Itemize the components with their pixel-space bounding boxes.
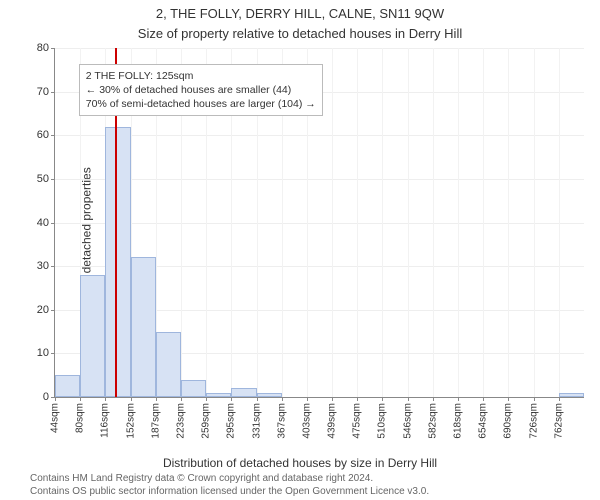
annotation-line: ← 30% of detached houses are smaller (44… [86, 83, 316, 97]
x-tick-label: 762sqm [553, 403, 564, 439]
plot-area: 0102030405060708044sqm80sqm116sqm152sqm1… [54, 48, 584, 398]
x-tick-label: 44sqm [50, 403, 61, 433]
x-tick-label: 690sqm [503, 403, 514, 439]
histogram-bar [231, 388, 256, 397]
y-tick-label: 70 [37, 86, 49, 98]
gridline-v [382, 48, 383, 397]
x-tick-label: 582sqm [427, 403, 438, 439]
gridline-v [508, 48, 509, 397]
annotation-line: 2 THE FOLLY: 125sqm [86, 69, 316, 83]
x-tick-mark [307, 397, 308, 401]
y-tick-label: 10 [37, 347, 49, 359]
histogram-bar [559, 393, 584, 397]
x-tick-mark [80, 397, 81, 401]
x-tick-label: 726sqm [528, 403, 539, 439]
x-tick-label: 654sqm [478, 403, 489, 439]
x-tick-label: 475sqm [352, 403, 363, 439]
x-tick-mark [332, 397, 333, 401]
figure: 2, THE FOLLY, DERRY HILL, CALNE, SN11 9Q… [0, 0, 600, 500]
x-tick-label: 439sqm [327, 403, 338, 439]
x-tick-label: 80sqm [75, 403, 86, 433]
gridline-v [408, 48, 409, 397]
histogram-bar [181, 380, 206, 397]
gridline-h [55, 179, 584, 180]
x-tick-label: 367sqm [276, 403, 287, 439]
y-tick-label: 80 [37, 42, 49, 54]
x-tick-mark [508, 397, 509, 401]
y-tick-mark [51, 310, 55, 311]
histogram-bar [206, 393, 231, 397]
gridline-v [534, 48, 535, 397]
x-tick-label: 259sqm [201, 403, 212, 439]
y-tick-mark [51, 48, 55, 49]
histogram-bar [80, 275, 105, 397]
x-tick-mark [382, 397, 383, 401]
x-tick-mark [282, 397, 283, 401]
y-tick-label: 50 [37, 173, 49, 185]
x-tick-label: 546sqm [402, 403, 413, 439]
y-tick-mark [51, 92, 55, 93]
x-tick-label: 116sqm [100, 403, 111, 438]
gridline-v [433, 48, 434, 397]
x-tick-label: 295sqm [226, 403, 237, 439]
histogram-bar [105, 127, 130, 397]
gridline-h [55, 223, 584, 224]
x-tick-mark [483, 397, 484, 401]
x-tick-mark [131, 397, 132, 401]
x-tick-mark [534, 397, 535, 401]
x-tick-mark [433, 397, 434, 401]
y-tick-mark [51, 179, 55, 180]
gridline-v [332, 48, 333, 397]
y-tick-mark [51, 223, 55, 224]
chart-subtitle: Size of property relative to detached ho… [0, 26, 600, 41]
x-tick-mark [156, 397, 157, 401]
gridline-v [357, 48, 358, 397]
histogram-bar [55, 375, 80, 397]
x-tick-mark [231, 397, 232, 401]
annotation-box: 2 THE FOLLY: 125sqm← 30% of detached hou… [79, 64, 323, 117]
annotation-line: 70% of semi-detached houses are larger (… [86, 97, 316, 111]
y-tick-label: 30 [37, 260, 49, 272]
attribution-footer: Contains HM Land Registry data © Crown c… [30, 473, 429, 498]
x-tick-mark [559, 397, 560, 401]
gridline-v [559, 48, 560, 397]
histogram-bar [131, 257, 156, 397]
x-tick-label: 152sqm [125, 403, 136, 439]
y-tick-mark [51, 135, 55, 136]
gridline-h [55, 135, 584, 136]
x-tick-mark [105, 397, 106, 401]
x-tick-label: 187sqm [150, 403, 161, 439]
x-tick-label: 223sqm [175, 403, 186, 439]
x-tick-mark [408, 397, 409, 401]
x-tick-mark [181, 397, 182, 401]
x-tick-mark [458, 397, 459, 401]
histogram-bar [257, 393, 282, 397]
gridline-h [55, 48, 584, 49]
gridline-v [483, 48, 484, 397]
y-tick-mark [51, 353, 55, 354]
histogram-bar [156, 332, 181, 397]
page-title: 2, THE FOLLY, DERRY HILL, CALNE, SN11 9Q… [0, 6, 600, 21]
y-tick-mark [51, 266, 55, 267]
y-tick-label: 20 [37, 304, 49, 316]
x-tick-mark [257, 397, 258, 401]
x-tick-mark [357, 397, 358, 401]
y-tick-label: 60 [37, 129, 49, 141]
gridline-v [458, 48, 459, 397]
x-tick-label: 510sqm [377, 403, 388, 439]
x-tick-label: 403sqm [301, 403, 312, 439]
x-tick-label: 618sqm [453, 403, 464, 439]
footer-line-2: Contains OS public sector information li… [30, 486, 429, 499]
x-tick-label: 331sqm [251, 403, 262, 439]
x-tick-mark [206, 397, 207, 401]
x-axis-label: Distribution of detached houses by size … [0, 456, 600, 470]
y-tick-label: 0 [43, 391, 49, 403]
footer-line-1: Contains HM Land Registry data © Crown c… [30, 473, 429, 486]
y-tick-label: 40 [37, 217, 49, 229]
x-tick-mark [55, 397, 56, 401]
